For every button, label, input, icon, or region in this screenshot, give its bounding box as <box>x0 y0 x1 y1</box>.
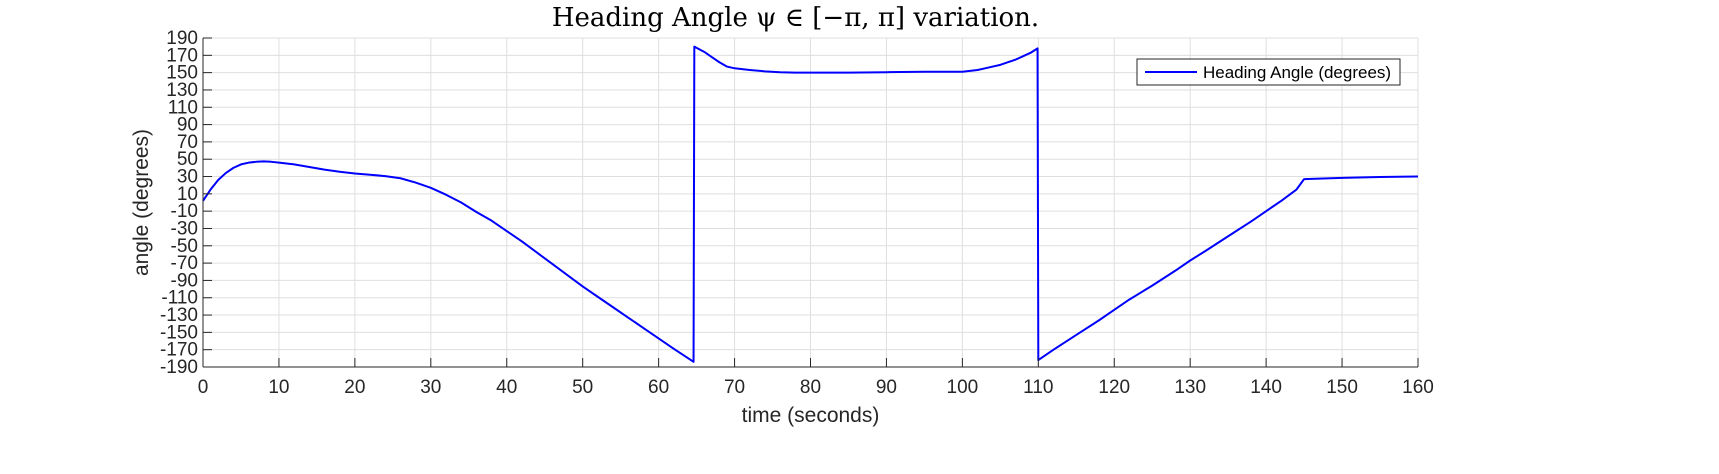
x-tick-label: 60 <box>648 377 669 398</box>
y-tick-label: 30 <box>177 167 198 188</box>
x-tick-label: 130 <box>1174 377 1206 398</box>
y-tick-label: -110 <box>161 288 198 309</box>
y-tick-label: -70 <box>171 253 198 274</box>
y-tick-label: -90 <box>171 270 198 291</box>
series-layer <box>202 45 1419 363</box>
chart-title: Heading Angle ψ ∈ [−π, π] variation. <box>552 3 1039 33</box>
y-tick-label: 150 <box>166 63 198 84</box>
x-tick-label: 50 <box>572 377 593 398</box>
x-tick-label: 30 <box>420 377 441 398</box>
y-tick-label: 10 <box>177 184 198 205</box>
x-tick-label: 0 <box>198 377 209 398</box>
x-tick-label: 150 <box>1326 377 1358 398</box>
y-axis-ticks: -190-170-150-130-110-90-70-50-30-1010305… <box>160 28 212 378</box>
y-tick-label: 50 <box>177 149 198 170</box>
x-tick-label: 70 <box>724 377 745 398</box>
y-tick-label: -50 <box>171 236 198 257</box>
x-tick-label: 100 <box>947 377 979 398</box>
x-axis-label: time (seconds) <box>742 404 880 427</box>
legend-entry-label: Heading Angle (degrees) <box>1203 63 1391 82</box>
legend: Heading Angle (degrees) <box>1136 58 1401 86</box>
x-tick-label: 140 <box>1250 377 1282 398</box>
y-tick-label: 190 <box>166 28 198 49</box>
x-tick-label: 10 <box>268 377 289 398</box>
y-tick-label: -170 <box>160 340 198 361</box>
y-tick-label: -30 <box>171 218 198 239</box>
y-tick-label: -190 <box>160 357 198 378</box>
series-line-heading-angle <box>202 45 1419 363</box>
x-tick-label: 110 <box>1023 377 1053 398</box>
y-tick-label: -130 <box>160 305 198 326</box>
y-tick-label: -150 <box>160 322 198 343</box>
x-tick-label: 90 <box>876 377 897 398</box>
y-tick-label: 70 <box>177 132 198 153</box>
y-tick-label: 130 <box>166 80 198 101</box>
y-axis-label: angle (degrees) <box>130 129 153 276</box>
x-tick-label: 40 <box>496 377 517 398</box>
x-tick-label: 20 <box>344 377 365 398</box>
x-tick-label: 80 <box>800 377 821 398</box>
y-tick-label: -10 <box>171 201 198 222</box>
x-axis-ticks: 0 10 20 30 40 50 60 70 80 90 100 110 120 130 140 150 160 <box>198 358 1434 398</box>
y-tick-label: 90 <box>177 115 198 136</box>
x-tick-label: 160 <box>1402 377 1434 398</box>
y-tick-label: 110 <box>168 97 198 118</box>
y-tick-label: 170 <box>166 45 198 66</box>
x-tick-label: 120 <box>1098 377 1130 398</box>
